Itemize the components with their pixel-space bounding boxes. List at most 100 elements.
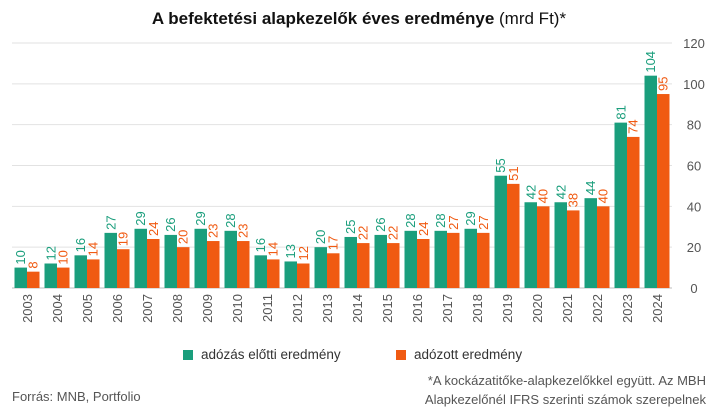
data-label-aftertax: 24 xyxy=(146,222,161,236)
bar-aftertax xyxy=(297,263,310,288)
data-label-aftertax: 14 xyxy=(266,242,281,256)
data-label-aftertax: 51 xyxy=(506,166,521,180)
bar-aftertax xyxy=(27,271,40,288)
x-tick-label: 2020 xyxy=(530,294,545,323)
data-label-aftertax: 22 xyxy=(386,226,401,240)
data-label-pretax: 20 xyxy=(313,230,328,244)
x-tick-label: 2010 xyxy=(230,294,245,323)
x-tick-label: 2005 xyxy=(80,294,95,323)
data-label-aftertax: 8 xyxy=(26,261,41,268)
chart-title-main: A befektetési alapkezelők éves eredménye xyxy=(151,9,495,28)
chart-title-unit: (mrd Ft)* xyxy=(494,9,567,28)
x-tick-label: 2008 xyxy=(170,294,185,323)
y-tick-label: 40 xyxy=(687,199,701,214)
x-tick-label: 2024 xyxy=(650,294,665,323)
data-label-aftertax: 95 xyxy=(656,77,671,91)
data-label-aftertax: 27 xyxy=(476,215,491,229)
data-label-aftertax: 23 xyxy=(236,224,251,238)
bar-aftertax xyxy=(117,249,130,288)
bar-aftertax xyxy=(357,243,370,288)
bar-pretax xyxy=(14,267,27,288)
x-tick-label: 2018 xyxy=(470,294,485,323)
legend-label-pretax: adózás előtti eredmény xyxy=(201,347,341,362)
x-tick-label: 2014 xyxy=(350,294,365,323)
bar-pretax xyxy=(644,75,657,289)
bar-aftertax xyxy=(627,136,640,288)
bar-aftertax xyxy=(237,241,250,288)
bar-pretax xyxy=(194,228,207,288)
data-label-aftertax: 12 xyxy=(296,246,311,260)
data-label-aftertax: 22 xyxy=(356,226,371,240)
data-label-aftertax: 19 xyxy=(116,232,131,246)
bar-aftertax xyxy=(657,94,670,289)
data-label-pretax: 42 xyxy=(523,185,538,199)
data-label-pretax: 13 xyxy=(283,244,298,258)
data-label-pretax: 10 xyxy=(13,250,28,264)
bar-aftertax xyxy=(447,232,460,288)
x-tick-label: 2022 xyxy=(590,294,605,323)
data-label-aftertax: 14 xyxy=(86,242,101,256)
bar-pretax xyxy=(584,198,597,288)
bar-pretax xyxy=(284,261,297,288)
data-label-pretax: 81 xyxy=(613,105,628,119)
footnote-line-2: Alapkezelőnél IFRS szerinti számok szere… xyxy=(424,392,706,407)
y-tick-label: 60 xyxy=(687,159,701,174)
data-label-pretax: 42 xyxy=(553,185,568,199)
data-label-aftertax: 20 xyxy=(176,230,191,244)
bar-aftertax xyxy=(87,259,100,288)
legend-item-pretax: adózás előtti eredmény xyxy=(183,347,341,362)
bar-pretax xyxy=(404,230,417,288)
x-tick-label: 2009 xyxy=(200,294,215,323)
x-tick-label: 2011 xyxy=(260,294,275,322)
data-label-pretax: 28 xyxy=(433,213,448,227)
x-tick-label: 2012 xyxy=(290,294,305,323)
legend-item-aftertax: adózott eredmény xyxy=(396,347,522,362)
data-label-aftertax: 74 xyxy=(626,119,641,133)
data-label-aftertax: 17 xyxy=(326,236,341,250)
bar-aftertax xyxy=(207,241,220,288)
bar-aftertax xyxy=(387,243,400,288)
footnote-line-1: *A kockázatitőke-alapkezelőkkel együtt. … xyxy=(427,373,706,388)
bar-aftertax xyxy=(267,259,280,288)
bar-aftertax xyxy=(417,239,430,288)
bar-pretax xyxy=(134,228,147,288)
bar-pretax xyxy=(104,232,117,288)
x-tick-label: 2013 xyxy=(320,294,335,323)
legend-swatch-aftertax xyxy=(396,349,406,360)
x-tick-label: 2016 xyxy=(410,294,425,323)
bar-pretax xyxy=(434,230,447,288)
data-label-pretax: 28 xyxy=(403,213,418,227)
bar-aftertax xyxy=(57,267,70,288)
data-label-pretax: 27 xyxy=(103,215,118,229)
data-label-pretax: 104 xyxy=(643,51,658,73)
bar-aftertax xyxy=(597,206,610,288)
data-label-aftertax: 23 xyxy=(206,224,221,238)
data-label-pretax: 44 xyxy=(583,181,598,195)
data-label-aftertax: 40 xyxy=(536,189,551,203)
bar-pretax xyxy=(224,230,237,288)
data-label-pretax: 26 xyxy=(373,217,388,231)
bar-pretax xyxy=(344,236,357,288)
bar-pretax xyxy=(164,234,177,288)
y-tick-label: 80 xyxy=(687,118,701,133)
chart-title: A befektetési alapkezelők éves eredménye… xyxy=(0,9,718,29)
legend-label-aftertax: adózott eredmény xyxy=(414,347,523,362)
bar-pretax xyxy=(74,255,87,288)
data-label-pretax: 16 xyxy=(73,238,88,252)
data-label-pretax: 29 xyxy=(463,211,478,225)
x-tick-label: 2017 xyxy=(440,294,455,323)
data-label-pretax: 12 xyxy=(43,246,58,260)
bar-pretax xyxy=(614,122,627,288)
data-label-pretax: 29 xyxy=(133,211,148,225)
bar-pretax xyxy=(44,263,57,288)
x-tick-label: 2004 xyxy=(50,294,65,323)
x-tick-label: 2003 xyxy=(20,294,35,323)
bar-pretax xyxy=(314,247,327,288)
bar-aftertax xyxy=(567,210,580,288)
data-label-aftertax: 40 xyxy=(596,189,611,203)
bar-pretax xyxy=(524,202,537,288)
bar-pretax xyxy=(254,255,267,288)
source-note: Forrás: MNB, Portfolio xyxy=(12,389,141,404)
data-label-pretax: 25 xyxy=(343,219,358,233)
